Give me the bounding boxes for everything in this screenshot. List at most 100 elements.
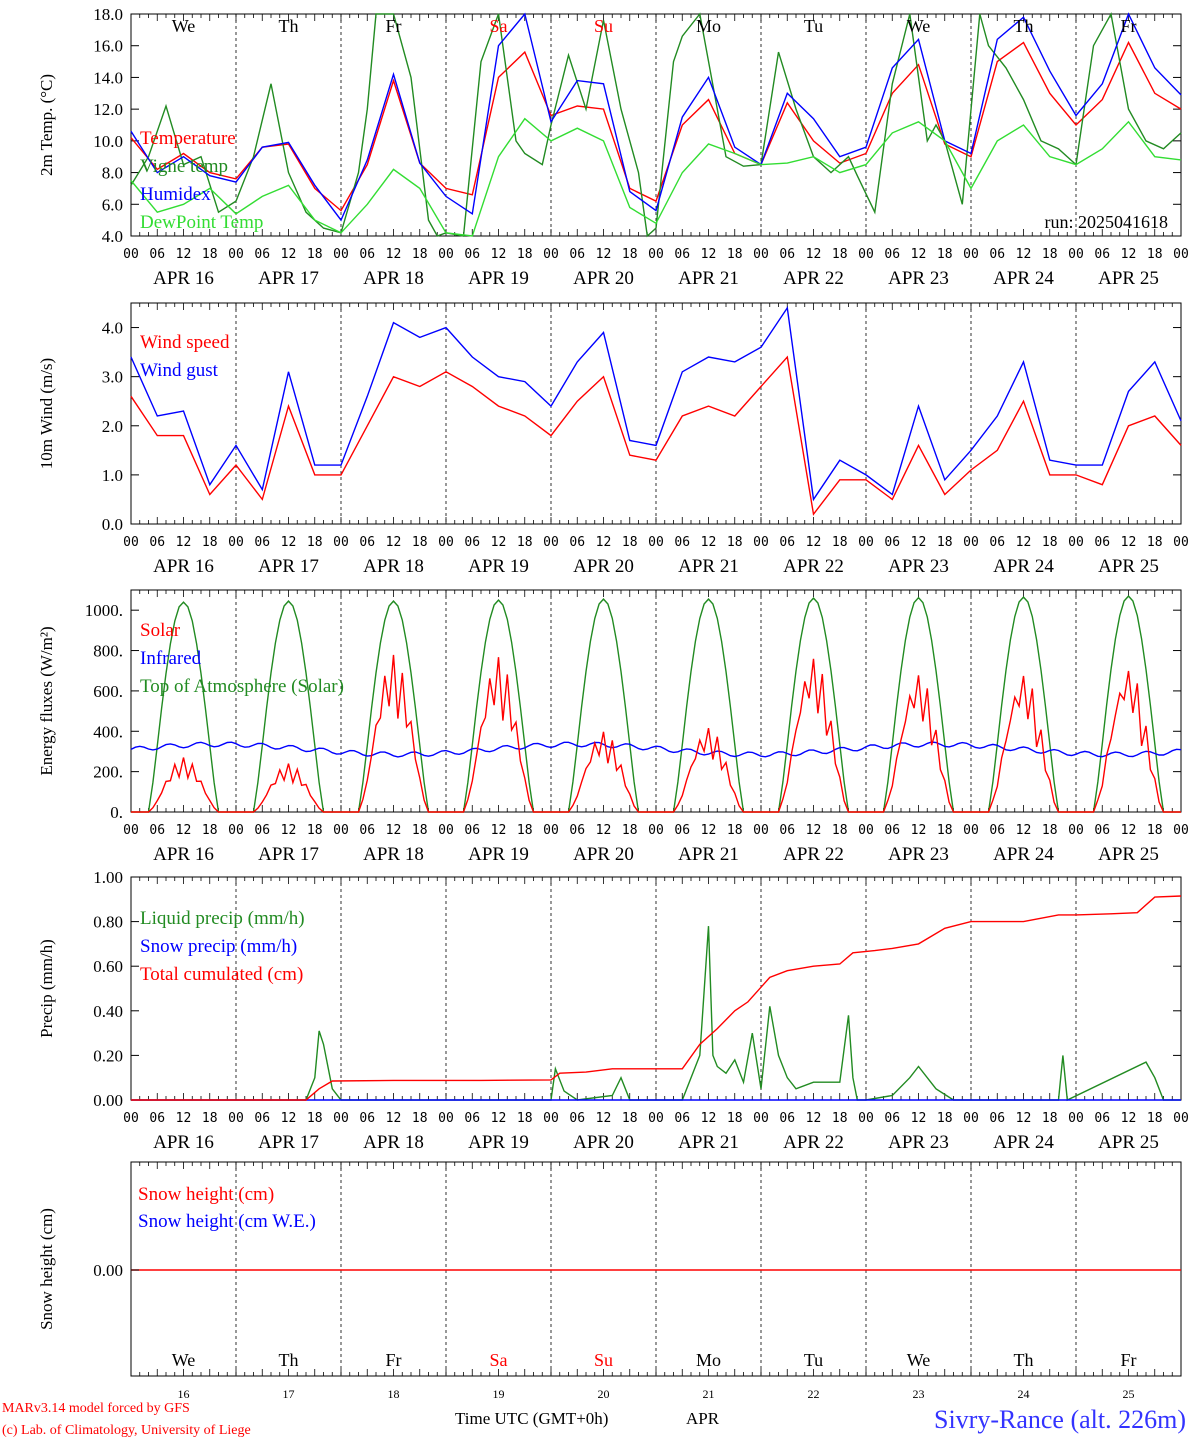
hour-tick-label: 18: [727, 535, 743, 550]
y-tick-label: 600.: [93, 682, 123, 701]
series-line-wind-gust: [130, 305, 1182, 502]
y-tick-label: 1.0: [102, 466, 123, 485]
hour-tick-label: 06: [464, 535, 480, 550]
hour-tick-label: 00: [858, 1111, 874, 1126]
day-number-label: 18: [388, 1387, 400, 1401]
hour-tick-label: 00: [543, 1111, 559, 1126]
hour-tick-label: 00: [963, 247, 979, 262]
hour-tick-label: 00: [963, 1111, 979, 1126]
lab-credit: (c) Lab. of Climatology, University of L…: [2, 1423, 251, 1438]
hour-tick-label: 00: [123, 247, 139, 262]
hour-tick-label: 18: [202, 1111, 218, 1126]
legend-entry: Liquid precip (mm/h): [140, 908, 305, 929]
date-label: APR 21: [678, 556, 739, 577]
hour-tick-label: 12: [386, 823, 402, 838]
hour-tick-label: 06: [359, 1111, 375, 1126]
energy-y-axis-label: Energy fluxes (W/m²): [37, 626, 56, 775]
hour-tick-label: 06: [149, 247, 165, 262]
hour-tick-label: 00: [648, 535, 664, 550]
hour-tick-label: 18: [622, 247, 638, 262]
hour-tick-label: 18: [937, 247, 953, 262]
model-credit: MARv3.14 model forced by GFS: [2, 1401, 190, 1416]
hour-tick-label: 06: [989, 823, 1005, 838]
hour-tick-label: 12: [1121, 535, 1137, 550]
hour-tick-label: 12: [1016, 1111, 1032, 1126]
x-axis-title: Time UTC (GMT+0h): [455, 1409, 608, 1428]
hour-tick-label: 12: [281, 247, 297, 262]
hour-tick-label: 12: [386, 535, 402, 550]
y-tick-label: 8.0: [102, 164, 123, 183]
hour-tick-label: 00: [753, 535, 769, 550]
hour-tick-label: 18: [832, 823, 848, 838]
hour-tick-label: 06: [359, 247, 375, 262]
date-label: APR 18: [363, 556, 424, 577]
hour-tick-label: 00: [1173, 823, 1189, 838]
weekday-label: Su: [594, 1350, 613, 1370]
y-tick-label: 0.80: [93, 913, 123, 932]
hour-tick-label: 12: [596, 823, 612, 838]
hour-tick-label: 00: [543, 535, 559, 550]
precip-y-axis-label: Precip (mm/h): [37, 939, 56, 1038]
hour-tick-label: 18: [202, 823, 218, 838]
hour-tick-label: 06: [569, 1111, 585, 1126]
hour-tick-label: 12: [1121, 247, 1137, 262]
hour-tick-label: 18: [1147, 535, 1163, 550]
hour-tick-label: 12: [386, 1111, 402, 1126]
date-label: APR 17: [258, 844, 319, 865]
hour-tick-label: 12: [701, 1111, 717, 1126]
series-line-dewpoint-temp: [130, 117, 1182, 237]
hour-tick-label: 00: [123, 1111, 139, 1126]
weekday-label: Th: [1014, 16, 1034, 36]
date-label: APR 24: [993, 844, 1054, 865]
series-line-temperature: [130, 40, 1182, 212]
hour-tick-label: 00: [228, 247, 244, 262]
hour-tick-label: 00: [1068, 823, 1084, 838]
hour-tick-label: 00: [648, 823, 664, 838]
hour-tick-label: 06: [464, 1111, 480, 1126]
hour-tick-label: 00: [123, 535, 139, 550]
hour-tick-label: 06: [674, 1111, 690, 1126]
date-label: APR 22: [783, 268, 844, 289]
y-tick-label: 4.0: [102, 319, 123, 338]
hour-tick-label: 00: [543, 247, 559, 262]
hour-tick-label: 12: [701, 823, 717, 838]
hour-tick-label: 06: [779, 535, 795, 550]
hour-tick-label: 18: [517, 535, 533, 550]
legend-entry: Snow height (cm W.E.): [138, 1211, 316, 1232]
date-label: APR 22: [783, 556, 844, 577]
hour-tick-label: 00: [963, 823, 979, 838]
hour-tick-label: 12: [491, 823, 507, 838]
hour-tick-label: 18: [1147, 247, 1163, 262]
hour-tick-label: 18: [412, 247, 428, 262]
hour-tick-label: 18: [727, 1111, 743, 1126]
y-tick-label: 16.0: [93, 37, 123, 56]
temperature-y-axis-label: 2m Temp. (°C): [37, 74, 56, 176]
hour-tick-label: 00: [1173, 1111, 1189, 1126]
series-line-solar: [131, 654, 1181, 813]
date-label: APR 18: [363, 844, 424, 865]
date-label: APR 25: [1098, 1132, 1159, 1153]
hour-tick-label: 12: [176, 535, 192, 550]
hour-tick-label: 06: [149, 1111, 165, 1126]
date-label: APR 16: [153, 844, 214, 865]
hour-tick-label: 00: [1068, 1111, 1084, 1126]
legend-entry: DewPoint Temp: [140, 212, 263, 233]
series-line-humidex: [130, 12, 1182, 222]
date-label: APR 16: [153, 268, 214, 289]
hour-tick-label: 06: [884, 535, 900, 550]
run-annotation: run: 2025041618: [1045, 212, 1169, 232]
series-line-vigne-temp: [130, 11, 1182, 238]
hour-tick-label: 12: [491, 535, 507, 550]
date-label: APR 24: [993, 268, 1054, 289]
hour-tick-label: 06: [989, 1111, 1005, 1126]
legend-entry: Solar: [140, 620, 181, 641]
hour-tick-label: 18: [832, 247, 848, 262]
hour-tick-label: 12: [911, 247, 927, 262]
date-label: APR 22: [783, 844, 844, 865]
hour-tick-label: 12: [281, 1111, 297, 1126]
hour-tick-label: 12: [491, 247, 507, 262]
hour-tick-label: 12: [596, 535, 612, 550]
hour-tick-label: 06: [464, 247, 480, 262]
day-number-label: 16: [178, 1387, 190, 1401]
hour-tick-label: 18: [517, 247, 533, 262]
